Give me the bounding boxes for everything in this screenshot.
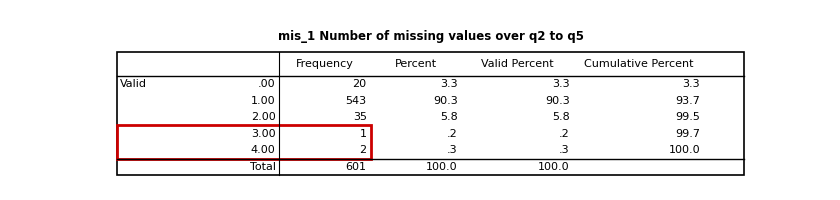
- Text: 20: 20: [353, 79, 367, 89]
- Text: 100.0: 100.0: [538, 162, 570, 172]
- Text: .2: .2: [447, 129, 458, 139]
- Text: 100.0: 100.0: [426, 162, 458, 172]
- Text: 1.00: 1.00: [251, 96, 276, 106]
- Text: .3: .3: [559, 145, 570, 155]
- Text: 3.00: 3.00: [251, 129, 276, 139]
- Text: .00: .00: [258, 79, 276, 89]
- Text: 5.8: 5.8: [552, 112, 570, 122]
- Text: 100.0: 100.0: [669, 145, 700, 155]
- Text: Cumulative Percent: Cumulative Percent: [584, 59, 694, 69]
- Bar: [117, 52, 744, 175]
- Text: 601: 601: [346, 162, 367, 172]
- Text: 99.7: 99.7: [675, 129, 700, 139]
- Text: 3.3: 3.3: [682, 79, 700, 89]
- Text: 3.3: 3.3: [440, 79, 458, 89]
- Text: 99.5: 99.5: [675, 112, 700, 122]
- Text: Valid Percent: Valid Percent: [481, 59, 554, 69]
- Text: 3.3: 3.3: [552, 79, 570, 89]
- Text: 4.00: 4.00: [251, 145, 276, 155]
- Text: Percent: Percent: [395, 59, 438, 69]
- Text: 2: 2: [360, 145, 367, 155]
- Text: Total: Total: [249, 162, 276, 172]
- Text: Frequency: Frequency: [297, 59, 354, 69]
- Text: 35: 35: [353, 112, 367, 122]
- Text: 90.3: 90.3: [545, 96, 570, 106]
- Text: .2: .2: [559, 129, 570, 139]
- Text: Valid: Valid: [120, 79, 147, 89]
- Text: 93.7: 93.7: [675, 96, 700, 106]
- Text: 1: 1: [360, 129, 367, 139]
- Text: 2.00: 2.00: [251, 112, 276, 122]
- Bar: [117, 125, 370, 159]
- Text: 5.8: 5.8: [440, 112, 458, 122]
- Text: 543: 543: [345, 96, 367, 106]
- Text: mis_1 Number of missing values over q2 to q5: mis_1 Number of missing values over q2 t…: [277, 30, 584, 43]
- Text: 90.3: 90.3: [433, 96, 458, 106]
- Text: .3: .3: [447, 145, 458, 155]
